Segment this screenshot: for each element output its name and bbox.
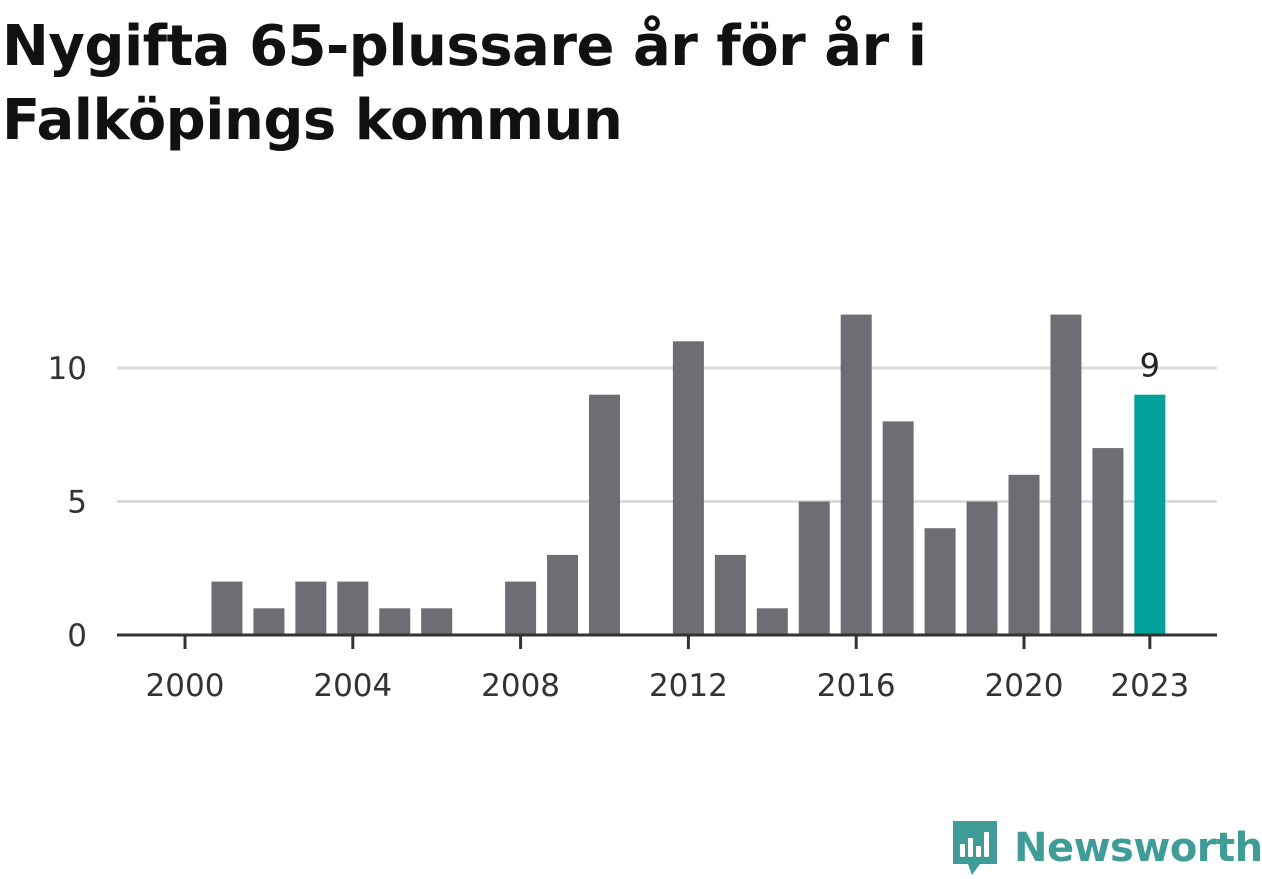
bar	[211, 581, 243, 635]
x-tick-label: 2004	[313, 668, 392, 704]
y-tick-label: 0	[67, 618, 87, 654]
bar	[1050, 314, 1082, 635]
bar	[253, 608, 285, 635]
x-tick-label: 2020	[985, 668, 1064, 704]
x-tick-label: 2012	[649, 668, 728, 704]
x-tick-label: 2000	[146, 668, 225, 704]
bar	[337, 581, 369, 635]
bar	[1092, 448, 1124, 635]
labels: 0 5 10 2000 2004 2008 2012 2016 2020 2023 9	[48, 347, 1190, 704]
bar	[924, 528, 956, 635]
axes	[117, 633, 1217, 649]
bar	[798, 501, 830, 635]
x-tick-label: 2008	[481, 668, 560, 704]
bars	[211, 314, 1166, 635]
chart-title: Nygifta 65-plussare år för år i Falköpin…	[2, 14, 927, 153]
bar	[505, 581, 537, 635]
bar	[421, 608, 453, 635]
newsworthy-logo-icon	[953, 821, 997, 875]
brand-name: Newsworthy	[1014, 825, 1262, 871]
bar	[966, 501, 998, 635]
bar	[547, 554, 579, 635]
newsworthy-logo: Newsworthy	[950, 818, 1262, 878]
data-label: 9	[1140, 347, 1160, 385]
bar	[840, 314, 872, 635]
bar	[589, 394, 620, 635]
bar-highlight	[1134, 394, 1166, 635]
bar	[882, 421, 914, 635]
x-tick-label: 2016	[817, 668, 896, 704]
bar	[379, 608, 411, 635]
bar	[756, 608, 788, 635]
x-tick-label: 2023	[1110, 668, 1189, 704]
y-tick-label: 10	[48, 351, 87, 387]
bar	[714, 554, 746, 635]
y-tick-label: 5	[67, 485, 87, 521]
bar	[295, 581, 327, 635]
bar	[672, 341, 704, 635]
bar	[1008, 474, 1040, 635]
